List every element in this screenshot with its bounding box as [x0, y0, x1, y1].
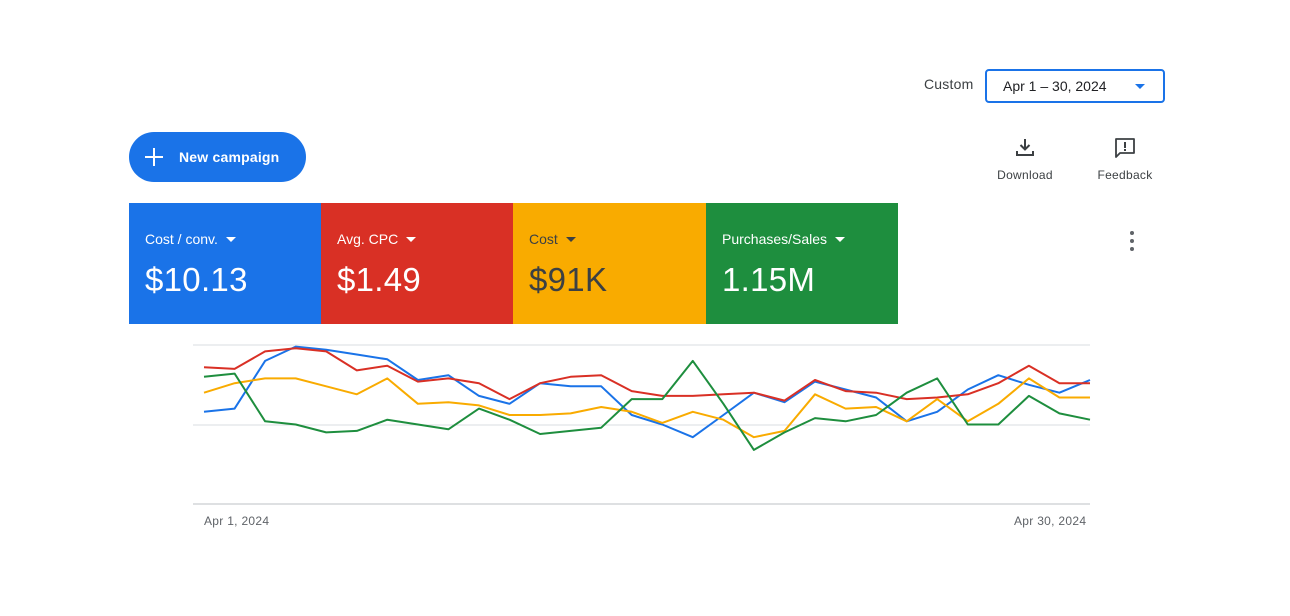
plus-icon [145, 148, 163, 166]
metric-name: Purchases/Sales [722, 231, 828, 247]
metric-card-purchases-sales[interactable]: Purchases/Sales 1.15M [706, 203, 898, 324]
metric-value: $91K [529, 261, 608, 298]
metric-name-row: Purchases/Sales [722, 231, 846, 247]
x-axis-end-label: Apr 30, 2024 [1014, 514, 1087, 528]
more-dot [1130, 231, 1134, 235]
metric-name: Cost / conv. [145, 231, 218, 247]
metric-card-avg-cpc[interactable]: Avg. CPC $1.49 [321, 203, 514, 324]
feedback-button[interactable]: Feedback [1094, 136, 1156, 182]
download-button[interactable]: Download [994, 136, 1056, 182]
download-label: Download [997, 168, 1053, 182]
date-range-label: Custom [924, 76, 974, 92]
new-campaign-label: New campaign [179, 149, 280, 165]
feedback-label: Feedback [1097, 168, 1153, 182]
caret-down-icon [225, 236, 236, 242]
metric-value: $10.13 [145, 261, 248, 298]
new-campaign-button[interactable]: New campaign [129, 132, 306, 182]
series-line-3 [203, 359, 1091, 451]
download-icon [1016, 139, 1034, 156]
date-range-value: Apr 1 – 30, 2024 [1003, 78, 1107, 94]
series-line-2 [203, 377, 1090, 439]
metric-name-row: Cost [529, 231, 576, 247]
series-line-1 [203, 347, 1090, 402]
metric-card-cost-per-conv[interactable]: Cost / conv. $10.13 [129, 203, 322, 324]
caret-down-icon [406, 236, 417, 242]
series-line-0 [203, 345, 1091, 439]
chevron-down-icon [1135, 83, 1145, 89]
more-dot [1130, 239, 1134, 243]
more-options-button[interactable] [1121, 230, 1143, 252]
more-dot [1130, 247, 1134, 251]
feedback-icon [1115, 138, 1135, 158]
caret-down-icon [835, 236, 846, 242]
metric-name-row: Avg. CPC [337, 231, 417, 247]
date-range-dropdown[interactable]: Apr 1 – 30, 2024 [985, 69, 1165, 103]
caret-down-icon [565, 236, 576, 242]
metric-name: Avg. CPC [337, 231, 399, 247]
metric-value: $1.49 [337, 261, 422, 298]
metric-name: Cost [529, 231, 558, 247]
metric-value: 1.15M [722, 261, 816, 298]
metric-name-row: Cost / conv. [145, 231, 236, 247]
metric-card-cost[interactable]: Cost $91K [513, 203, 706, 324]
x-axis-start-label: Apr 1, 2024 [204, 514, 270, 528]
